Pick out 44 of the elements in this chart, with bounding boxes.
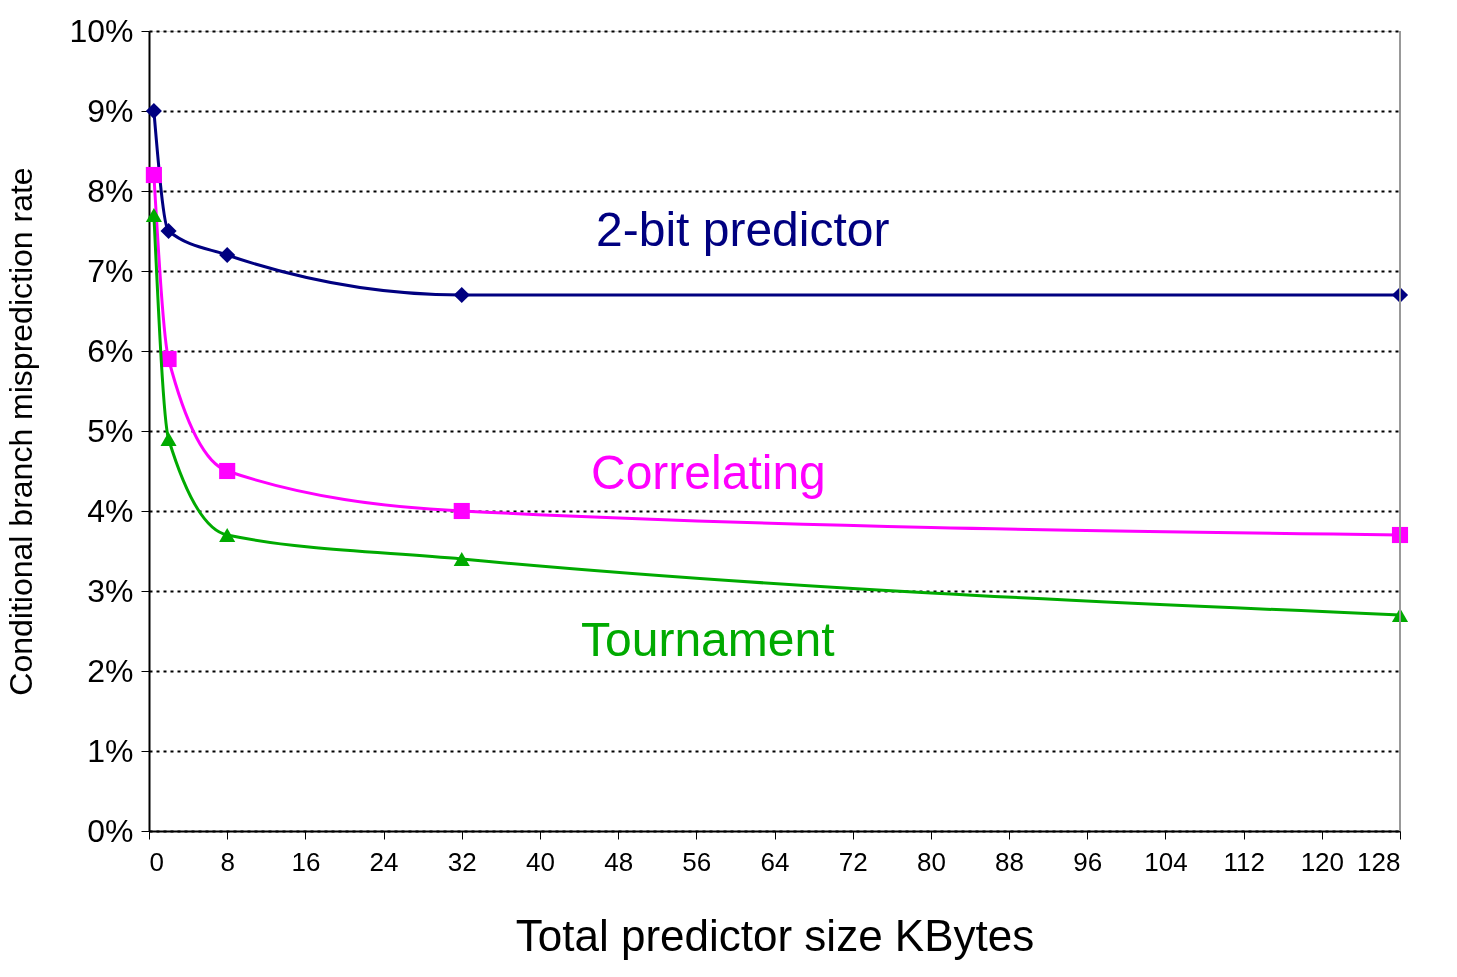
x-tick-label: 40 xyxy=(525,846,555,877)
x-tick-label: 24 xyxy=(369,846,399,877)
y-tick-label: 7% xyxy=(87,252,134,289)
x-tick-label: 48 xyxy=(604,846,634,877)
point xyxy=(160,432,177,446)
x-tick-label: 120 xyxy=(1300,846,1345,877)
x-tick-label: 80 xyxy=(916,846,946,877)
x-tick-label: 112 xyxy=(1223,846,1265,877)
y-tick-label: 3% xyxy=(87,572,134,609)
y-tick-label: 0% xyxy=(87,812,134,849)
y-tick-label: 2% xyxy=(87,652,134,689)
x-tick-label: 96 xyxy=(1073,846,1103,877)
y-tick-label: 1% xyxy=(87,732,134,769)
point xyxy=(219,462,236,480)
x-tick-label: 56 xyxy=(682,846,712,877)
x-tick-label: 72 xyxy=(838,846,868,877)
point xyxy=(145,208,162,222)
x-tick-label: 64 xyxy=(760,846,790,877)
point xyxy=(219,246,236,264)
point xyxy=(145,166,162,184)
y-tick-label: 9% xyxy=(87,92,134,129)
point xyxy=(160,222,177,240)
y-tick-label: 5% xyxy=(87,412,134,449)
x-tick-label: 32 xyxy=(447,846,477,877)
y-axis-title: Conditional branch misprediction rate xyxy=(3,167,40,696)
y-tick-label: 8% xyxy=(87,172,134,209)
x-tick-label: 0 xyxy=(149,846,164,877)
point xyxy=(219,528,236,542)
y-tick-label: 10% xyxy=(69,12,134,49)
x-tick-label: 128 xyxy=(1357,846,1401,877)
series-label: Correlating xyxy=(591,446,826,499)
point xyxy=(453,286,470,304)
x-tick-label: 88 xyxy=(995,846,1025,877)
series-label: Tournament xyxy=(581,613,835,666)
y-tick-label: 6% xyxy=(87,332,134,369)
x-axis-title: Total predictor size KBytes xyxy=(515,910,1035,960)
point xyxy=(453,502,470,520)
x-tick-label: 8 xyxy=(220,846,235,877)
point xyxy=(145,102,162,120)
y-tick-label: 4% xyxy=(87,492,134,529)
point xyxy=(453,552,470,566)
series-label: 2-bit predictor xyxy=(596,203,890,256)
x-tick-label: 16 xyxy=(291,846,321,877)
x-tick-label: 104 xyxy=(1144,846,1188,877)
